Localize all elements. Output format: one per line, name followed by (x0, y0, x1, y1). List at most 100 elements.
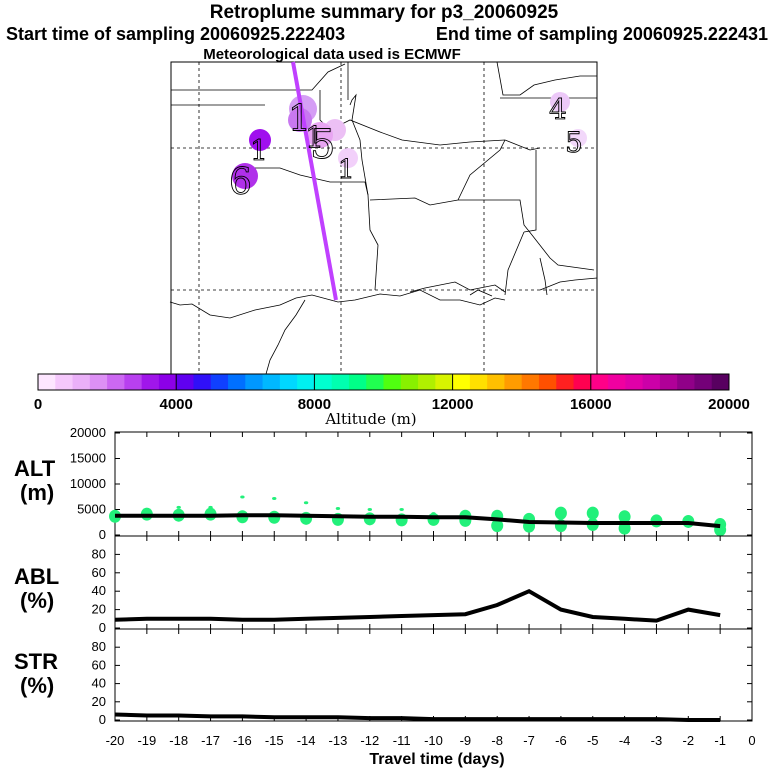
alt-small-point (463, 510, 468, 514)
colorbar-cell (538, 374, 557, 390)
colorbar-cell (694, 374, 713, 390)
colorbar-cell (642, 374, 661, 390)
cluster-label: 5 (310, 122, 335, 168)
str-line (114, 712, 721, 722)
colorbar-cell (262, 374, 281, 390)
alt-small-point (367, 507, 372, 511)
colorbar-cell (72, 374, 91, 390)
colorbar-tick-label: 20000 (708, 396, 750, 413)
abl-panel: ABL (%) 0 20 40 60 80 (14, 535, 753, 635)
alt-panel: ALT (m) 0 5000 10000 15000 20000 (14, 425, 753, 542)
x-tick-label: -16 (233, 733, 252, 748)
alt-small-point (240, 495, 245, 499)
alt-panel-unit: (m) (20, 480, 54, 505)
y-tick-label: 20000 (70, 425, 106, 440)
colorbar-cell (608, 374, 626, 390)
abl-panel-unit: (%) (20, 588, 54, 613)
x-tick-label: -14 (297, 733, 316, 748)
alt-cluster-point (363, 512, 376, 526)
x-tick-label: -19 (137, 733, 156, 748)
colorbar-cell (279, 374, 298, 390)
x-tick-label: 0 (748, 733, 755, 748)
alt-cluster-point (618, 510, 631, 524)
colorbar-cell (590, 374, 609, 390)
colorbar-cell (400, 374, 419, 390)
colorbar-cell (418, 374, 436, 390)
colorbar-cell (176, 374, 194, 390)
alt-small-point (399, 507, 404, 511)
cluster-label: 6 (229, 162, 252, 203)
colorbar-tick-label: 4000 (160, 396, 193, 413)
y-tick-label: 40 (92, 583, 106, 598)
x-tick-label: -20 (106, 733, 125, 748)
x-tick-label: -9 (460, 733, 472, 748)
y-tick-label: 0 (99, 620, 106, 635)
colorbar-cell (383, 374, 402, 390)
x-tick-label: -1 (714, 733, 726, 748)
cluster-label: 1 (338, 155, 355, 185)
alt-small-point (208, 505, 213, 509)
y-tick-label: 20 (92, 602, 106, 617)
x-tick-label: -11 (393, 733, 411, 748)
cluster-bubble (307, 122, 333, 148)
alt-cluster-point (268, 510, 281, 524)
alt-small-point (272, 497, 277, 501)
colorbar-tick-label: 0 (34, 396, 42, 413)
colorbar-cell (89, 374, 108, 390)
colorbar-axis-label: Altitude (m) (324, 410, 416, 428)
colorbar-cell (141, 374, 160, 390)
y-tick-label: 80 (92, 639, 106, 654)
alt-cluster-point (491, 519, 504, 533)
cluster-bubble (338, 148, 358, 168)
colorbar-cell (331, 374, 350, 390)
x-tick-label: -10 (424, 733, 443, 748)
abl-panel-label: ABL (14, 564, 59, 589)
x-tick-label: -5 (587, 733, 599, 748)
map-panel: 1 1 5 1 1 6 4 5 (169, 61, 598, 375)
colorbar-cell (348, 374, 367, 390)
colorbar-tick-label: 8000 (298, 396, 331, 413)
colorbar-cell (124, 374, 143, 390)
end-time-label: End time of sampling 20060925.222431 (435, 24, 768, 44)
colorbar-cell (504, 374, 523, 390)
colorbar-tick-label: 12000 (432, 396, 474, 413)
colorbar-cell (711, 374, 730, 390)
plume-track-line (291, 61, 338, 301)
x-tick-label: -17 (201, 733, 220, 748)
abl-line (114, 588, 721, 623)
x-tick-label: -2 (683, 733, 695, 748)
colorbar-cell (38, 374, 56, 390)
map-frame (170, 61, 598, 375)
y-tick-label: 60 (92, 657, 106, 672)
colorbar-cell (659, 374, 678, 390)
colorbar-cell (625, 374, 644, 390)
colorbar-cell (556, 374, 575, 390)
y-tick-label: 40 (92, 676, 106, 691)
colorbar-cell (210, 374, 229, 390)
y-tick-label: 60 (92, 565, 106, 580)
str-panel-unit: (%) (20, 673, 54, 698)
x-axis-ticklabels: -20 -19 -18 -17 -16 -15 -14 -13 -12 -11 -10 -9 -8 -7-… (106, 733, 756, 748)
cluster-bubble (569, 129, 587, 147)
y-tick-label: 10000 (70, 476, 106, 491)
alt-panel-label: ALT (14, 456, 56, 481)
colorbar-cell (487, 374, 505, 390)
cluster-label: 1 (305, 121, 324, 156)
colorbar-cell (452, 374, 471, 390)
str-panel-label: STR (14, 649, 58, 674)
x-axis-label: Travel time (days) (369, 751, 504, 768)
alt-cluster-point (554, 506, 567, 520)
colorbar-cell (521, 374, 540, 390)
y-tick-label: 15000 (70, 451, 106, 466)
x-tick-label: -13 (329, 733, 348, 748)
cluster-bubble (249, 129, 271, 151)
cluster-label: 1 (288, 99, 311, 140)
colorbar-cell (677, 374, 695, 390)
x-tick-label: -7 (523, 733, 535, 748)
cluster-bubble (550, 92, 570, 112)
alt-small-point (176, 505, 181, 509)
alt-small-point (431, 512, 436, 516)
y-tick-label: 0 (99, 712, 106, 727)
colorbar-cell (435, 374, 454, 390)
